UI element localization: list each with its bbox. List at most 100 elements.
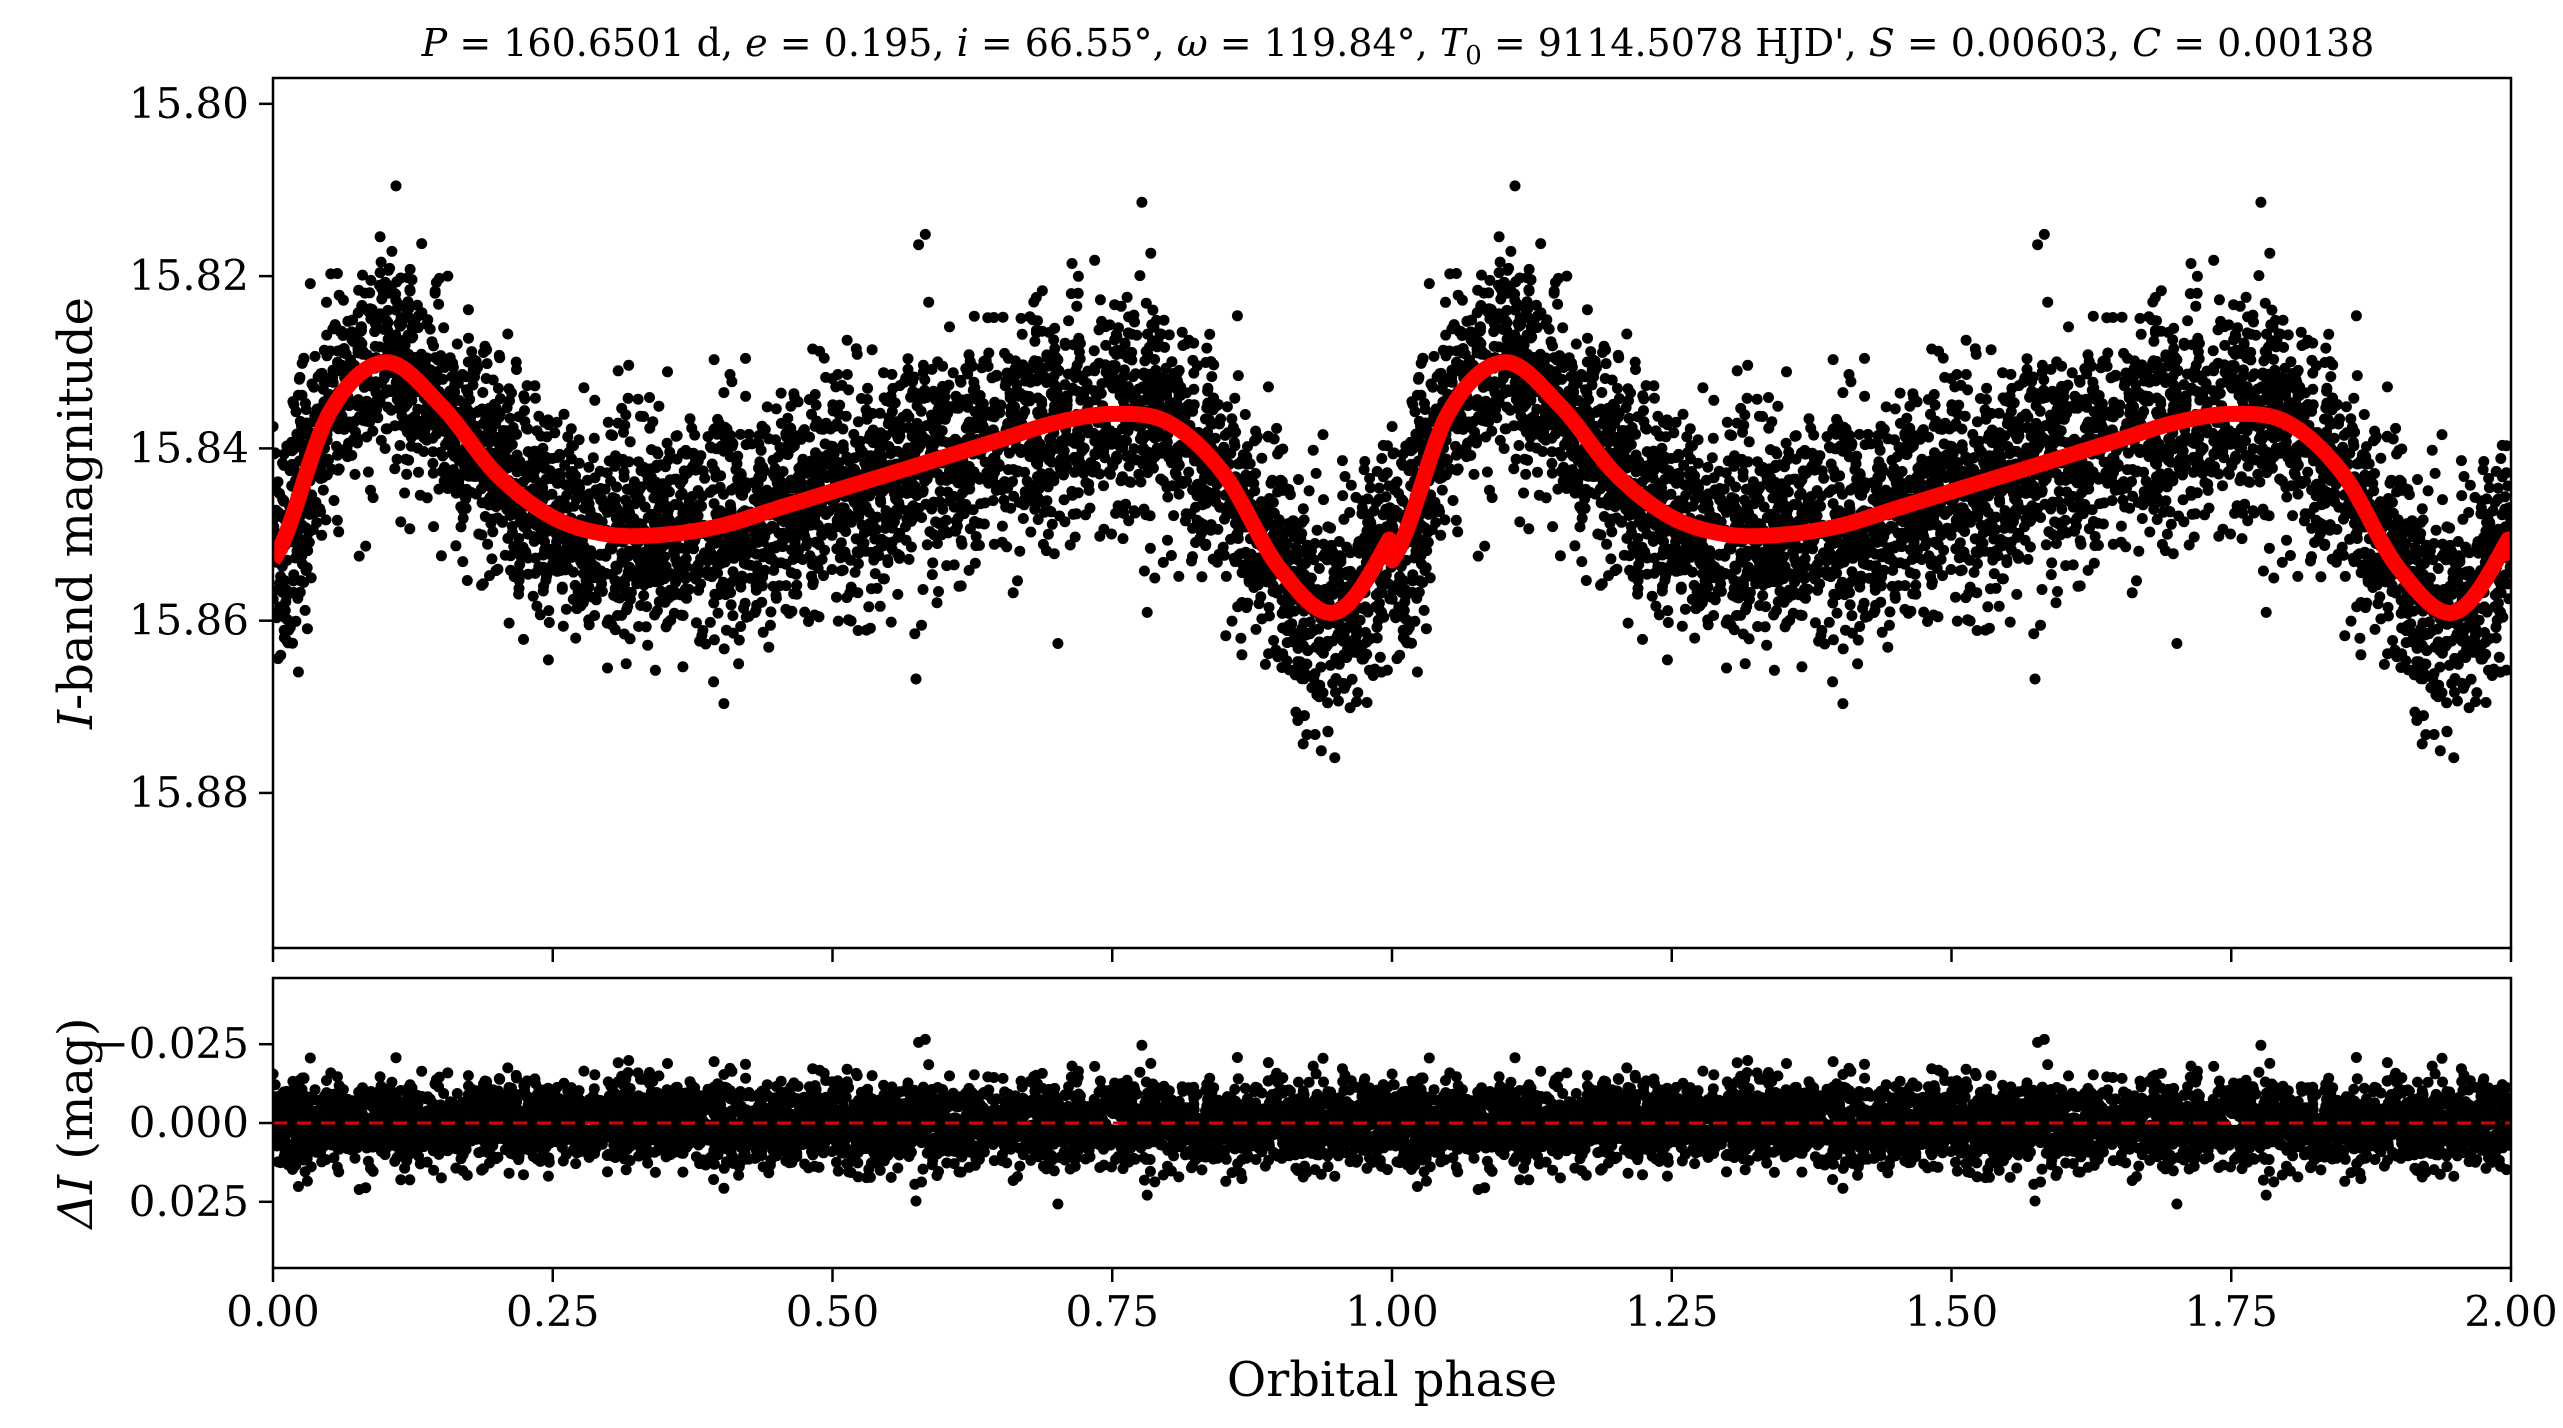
top-data-point <box>803 394 815 405</box>
top-data-point <box>543 617 555 628</box>
top-data-point <box>1616 516 1627 528</box>
top-data-point <box>602 662 613 674</box>
top-data-point <box>2155 285 2167 297</box>
top-data-point <box>273 593 279 605</box>
top-data-point <box>457 556 469 568</box>
top-data-point <box>968 310 980 322</box>
top-data-point <box>401 468 413 480</box>
top-data-point <box>1451 464 1463 476</box>
top-data-point <box>363 305 375 317</box>
top-data-point <box>400 453 412 465</box>
top-data-point <box>2183 539 2195 551</box>
top-data-point <box>2253 270 2265 282</box>
top-data-point <box>1231 310 1243 322</box>
top-data-point <box>1352 540 1364 552</box>
top-data-point <box>2306 354 2318 366</box>
top-data-point <box>2242 460 2254 472</box>
top-data-point <box>725 599 737 611</box>
top-data-point <box>1265 477 1277 489</box>
top-data-point <box>2005 368 2017 380</box>
top-data-point <box>2456 490 2468 502</box>
top-data-point <box>1601 538 1613 550</box>
top-data-point <box>1488 340 1500 352</box>
top-data-point <box>1637 633 1648 645</box>
top-data-point <box>1675 583 1687 595</box>
top-data-point <box>852 625 864 636</box>
top-data-point <box>1015 312 1027 324</box>
top-data-point <box>1351 623 1363 635</box>
top-data-point <box>1585 346 1597 358</box>
top-data-point <box>1925 408 1936 420</box>
chart-title: P = 160.6501 d, e = 0.195, i = 66.55°, ω… <box>421 21 2375 71</box>
top-data-point <box>763 641 775 653</box>
top-data-point <box>1229 440 1241 452</box>
top-data-point <box>924 526 936 538</box>
top-data-point <box>970 540 982 552</box>
top-data-point <box>1678 479 1690 491</box>
top-data-point <box>708 354 720 366</box>
top-data-point <box>1313 563 1325 574</box>
top-data-point <box>2050 538 2062 549</box>
top-data-point <box>1119 337 1131 349</box>
top-data-point <box>2021 363 2033 375</box>
top-data-point <box>1581 304 1593 316</box>
top-data-point <box>2191 287 2203 299</box>
top-data-point <box>1012 575 1023 587</box>
top-data-point <box>1988 568 2000 580</box>
top-data-point <box>333 526 345 538</box>
top-data-point <box>1520 468 1532 480</box>
top-data-point <box>1268 507 1280 519</box>
top-data-point <box>1831 607 1843 619</box>
top-data-point <box>427 457 439 469</box>
top-data-point <box>1032 514 1044 525</box>
top-data-point <box>431 428 443 440</box>
top-data-point <box>1358 464 1370 476</box>
top-data-point <box>961 364 973 376</box>
top-data-point <box>2088 516 2099 527</box>
top-data-point <box>404 523 416 535</box>
top-data-point <box>871 582 883 594</box>
top-data-point <box>1550 428 1562 440</box>
top-data-point <box>1163 329 1175 341</box>
top-data-point <box>1387 448 1399 460</box>
top-data-point <box>1852 658 1864 670</box>
top-data-point <box>1187 354 1199 366</box>
top-data-point <box>1133 468 1145 480</box>
top-data-point <box>1268 635 1280 646</box>
top-data-point <box>810 447 821 459</box>
top-data-point <box>1971 416 1983 428</box>
top-data-point <box>1519 453 1531 465</box>
top-data-point <box>320 514 332 526</box>
top-data-point <box>562 431 574 443</box>
top-data-point <box>2315 571 2327 583</box>
top-data-point <box>2355 649 2367 661</box>
top-data-point <box>2339 630 2351 642</box>
top-data-point <box>1157 556 1169 568</box>
top-data-point <box>852 416 864 428</box>
top-data-point <box>1290 706 1302 718</box>
top-data-point <box>996 520 1008 532</box>
top-data-point <box>2234 475 2246 487</box>
top-data-point <box>917 359 929 371</box>
top-data-point <box>941 560 953 572</box>
top-data-point <box>2384 477 2396 489</box>
top-data-point <box>1508 463 1520 475</box>
top-data-point <box>2115 520 2127 532</box>
top-data-point <box>1561 270 1573 282</box>
top-data-point <box>1336 455 1348 467</box>
top-data-point <box>1014 545 1026 557</box>
top-data-point <box>570 632 582 644</box>
top-data-point <box>2248 507 2260 519</box>
top-data-point <box>2502 480 2511 492</box>
top-data-point <box>1162 534 1173 546</box>
top-data-point <box>718 698 730 710</box>
top-data-point <box>1420 623 1432 635</box>
top-data-point <box>934 486 946 497</box>
top-data-point <box>677 661 689 673</box>
top-data-point <box>457 512 469 524</box>
top-data-point <box>1436 484 1448 496</box>
top-data-point <box>1072 270 1084 282</box>
top-data-point <box>1844 599 1856 611</box>
top-data-point <box>1239 409 1251 420</box>
top-data-point <box>1221 401 1233 413</box>
